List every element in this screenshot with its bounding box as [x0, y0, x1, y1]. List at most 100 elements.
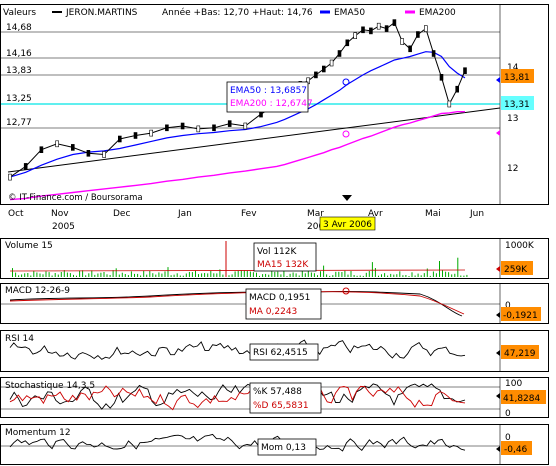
volume-bar: [408, 276, 410, 277]
volume-bar: [118, 274, 120, 277]
y-tick-1416: 14,16: [6, 49, 32, 59]
momentum-polyline: [9, 433, 466, 452]
volume-bar: [429, 275, 431, 277]
stoch-pointer-icon: [496, 393, 500, 399]
volume-bar: [149, 270, 151, 277]
volume-bar: [85, 275, 87, 277]
volume-bar: [88, 273, 90, 277]
price-candle: [439, 74, 444, 81]
volume-bar: [329, 275, 331, 277]
volume-bar: [390, 273, 392, 277]
volume-bar: [384, 273, 386, 277]
volume-bar: [124, 274, 126, 277]
volume-bar: [63, 270, 65, 277]
price-candle: [196, 125, 201, 133]
volume-bar: [185, 273, 187, 277]
volume-bar: [130, 271, 132, 277]
volume-bar: [51, 275, 53, 277]
date-marker-badge: [319, 216, 376, 231]
volume-bar: [152, 273, 154, 277]
volume-bar: [191, 272, 193, 277]
momentum-pointer-icon: [496, 446, 500, 452]
volume-bar: [100, 272, 102, 277]
volume-bar: [359, 275, 361, 277]
stoch-d-text: %D 65,5831: [253, 401, 309, 411]
volume-bar: [54, 273, 56, 277]
price-candle: [455, 85, 460, 93]
volume-bar: [39, 273, 41, 277]
volume-bar: [195, 270, 196, 277]
y-tick-1383: 13,83: [6, 66, 32, 76]
volume-value-box: [253, 242, 317, 272]
volume-bar: [341, 272, 343, 277]
price-candle: [321, 65, 326, 73]
volume-bar: [121, 272, 123, 277]
credit-text: © IT-Finance.com / Boursorama: [8, 193, 143, 203]
stoch-badge: [501, 390, 546, 404]
volume-bar: [204, 273, 206, 277]
ema50-marker: [342, 78, 350, 86]
volume-bar: [42, 274, 44, 277]
volume-bar: [140, 275, 142, 277]
volume-bar: [91, 270, 93, 277]
volume-bar: [338, 271, 340, 277]
volume-bar: [301, 270, 303, 277]
volume-bar: [356, 275, 358, 277]
momentum-line: [9, 433, 466, 452]
volume-bar: [332, 275, 334, 277]
rsi-line: [9, 339, 466, 360]
volume-value-text: Vol 112K: [257, 247, 298, 257]
stoch-k-text: %K 57,488: [253, 387, 302, 397]
ema50-legend-label: EMA50: [334, 8, 365, 18]
price-candle: [180, 122, 185, 130]
volume-bar: [188, 271, 190, 277]
volume-bar: [201, 273, 203, 277]
price-candle: [102, 151, 106, 158]
volume-bar: [304, 273, 306, 277]
price-candle: [376, 22, 381, 30]
x-label-jan: Jan: [177, 209, 192, 219]
trend-line: [7, 107, 501, 173]
momentum-value-text: Mom 0,13: [261, 443, 306, 453]
rsi-polyline: [9, 339, 466, 360]
volume-bar: [213, 273, 215, 277]
volume-bar: [451, 274, 453, 277]
macd-axis-zero: 0: [505, 301, 511, 311]
volume-bar: [127, 275, 129, 277]
volume-bar: [222, 274, 224, 277]
price-candle: [23, 163, 28, 170]
volume-bar: [170, 275, 172, 277]
volume-bar: [350, 271, 352, 277]
price-candle: [165, 124, 169, 132]
date-marker-text: 3 Avr 2006: [323, 220, 372, 230]
price-candle: [86, 150, 91, 157]
volume-bar: [280, 274, 282, 277]
price-candle: [39, 146, 44, 153]
stoch-d-line: [9, 384, 466, 411]
price-candle: [118, 135, 122, 143]
stoch-scale-top: 100: [505, 379, 522, 389]
volume-pointer-icon: [496, 266, 500, 272]
volume-bar: [143, 270, 145, 277]
y-tick-1325: 13,25: [6, 94, 32, 104]
y-tick-1468: 14,68: [6, 23, 32, 33]
macd-badge: [501, 307, 541, 321]
stoch-scale-bottom: 0: [505, 409, 511, 419]
price-candle: [369, 27, 373, 35]
volume-bar: [252, 272, 254, 277]
volume-bar: [432, 271, 434, 277]
momentum-badge: [501, 441, 532, 455]
volume-bar: [12, 268, 13, 277]
ema200-legend-label: EMA200: [419, 8, 456, 18]
stoch-k-line: [9, 383, 466, 412]
volume-bar: [365, 272, 367, 277]
volume-bar: [225, 241, 227, 277]
volume-bar: [466, 274, 468, 277]
price-candle: [353, 32, 358, 40]
support-badge-text: 13,31: [504, 100, 530, 110]
volume-bar: [79, 270, 81, 277]
price-candle: [71, 144, 75, 151]
volume-bar: [378, 275, 379, 277]
volume-bar: [48, 272, 50, 277]
price-series: [8, 19, 467, 181]
